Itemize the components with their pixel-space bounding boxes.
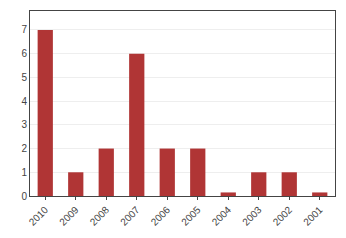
svg-text:2010: 2010: [27, 204, 51, 228]
svg-text:2007: 2007: [118, 204, 142, 228]
svg-text:2002: 2002: [271, 204, 295, 228]
svg-text:2008: 2008: [88, 204, 112, 228]
svg-text:2005: 2005: [179, 204, 203, 228]
svg-text:0: 0: [21, 191, 27, 202]
svg-text:2009: 2009: [57, 204, 81, 228]
svg-text:2004: 2004: [210, 204, 234, 228]
svg-text:1: 1: [21, 167, 27, 178]
svg-text:7: 7: [21, 24, 27, 35]
svg-text:2: 2: [21, 143, 27, 154]
svg-text:2006: 2006: [149, 204, 173, 228]
svg-text:4: 4: [21, 96, 27, 107]
svg-text:5: 5: [21, 72, 27, 83]
svg-text:3: 3: [21, 119, 27, 130]
svg-text:2003: 2003: [240, 204, 264, 228]
svg-text:6: 6: [21, 48, 27, 59]
svg-text:2001: 2001: [301, 204, 325, 228]
